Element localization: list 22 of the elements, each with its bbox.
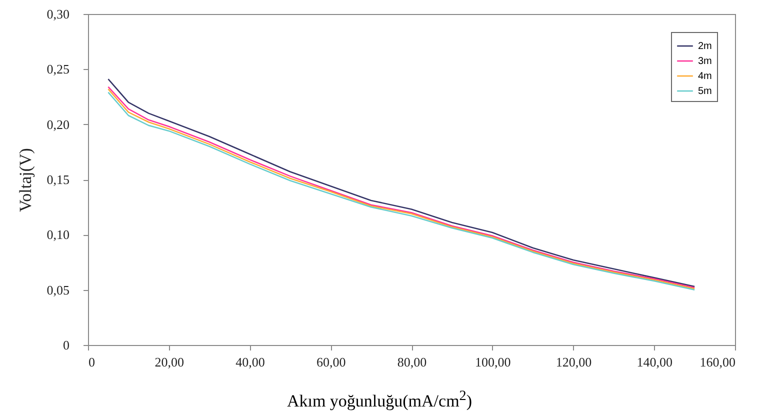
y-tick-label: 0,25	[46, 62, 70, 77]
x-axis-title: Akım yoğunluğu(mA/cm$^{2}$)	[286, 388, 474, 412]
legend-label: 5m	[698, 86, 712, 97]
y-tick-label: 0,05	[46, 282, 70, 298]
y-tick-label: 0	[63, 338, 70, 352]
y-tick-label: 0,30	[46, 6, 70, 22]
x-tick-label: 20,00	[154, 354, 184, 370]
legend-label: 3m	[698, 56, 712, 67]
x-tick-label: 120,00	[556, 354, 592, 370]
y-tick-label: 0,15	[46, 172, 70, 187]
legend-label: 4m	[698, 71, 712, 82]
x-tick-label: 0	[88, 354, 95, 370]
x-tick-label: 160,00	[700, 354, 736, 370]
x-tick-label: 80,00	[397, 354, 427, 370]
y-axis-title: Voltaj(V)	[16, 148, 35, 212]
x-tick-label: 60,00	[316, 354, 346, 370]
x-tick-label: 100,00	[475, 354, 511, 370]
legend-label: 2m	[698, 41, 712, 52]
x-tick-label: 140,00	[636, 354, 672, 370]
y-tick-label: 0,10	[46, 227, 70, 242]
x-tick-label: 40,00	[236, 354, 265, 370]
y-tick-label: 0,20	[46, 116, 70, 132]
